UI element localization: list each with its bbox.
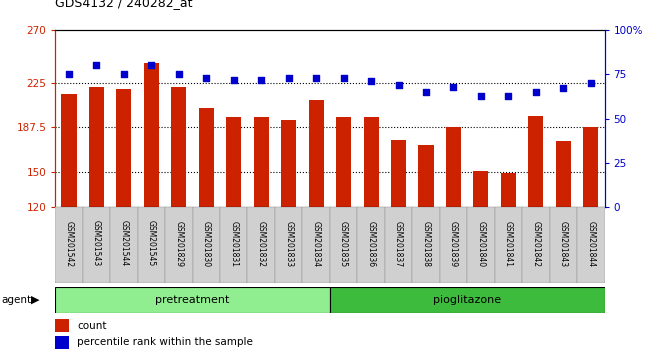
Bar <box>550 207 577 283</box>
Text: ▶: ▶ <box>31 295 40 305</box>
Bar <box>556 141 571 207</box>
Bar <box>116 89 131 207</box>
Bar <box>522 207 550 283</box>
Text: agent: agent <box>1 295 31 305</box>
Bar <box>577 207 605 283</box>
Bar <box>385 207 412 283</box>
Text: GSM201840: GSM201840 <box>476 221 486 267</box>
Point <box>448 84 459 90</box>
Bar <box>55 319 69 332</box>
Point <box>283 75 294 81</box>
Text: GSM201837: GSM201837 <box>394 221 403 267</box>
Text: GSM201843: GSM201843 <box>559 221 568 267</box>
Bar <box>439 207 467 283</box>
Text: GSM201545: GSM201545 <box>147 221 156 267</box>
Bar <box>473 171 488 207</box>
Bar <box>336 118 351 207</box>
Point <box>256 77 266 82</box>
Bar <box>501 173 516 207</box>
Text: GDS4132 / 240282_at: GDS4132 / 240282_at <box>55 0 193 9</box>
Text: GSM201834: GSM201834 <box>311 221 320 267</box>
Bar <box>172 87 187 207</box>
Bar <box>220 207 248 283</box>
Bar <box>583 127 598 207</box>
Point <box>586 80 596 86</box>
Bar <box>412 207 439 283</box>
Point <box>530 89 541 95</box>
Bar <box>83 207 110 283</box>
Bar <box>419 144 434 207</box>
Text: GSM201838: GSM201838 <box>421 221 430 267</box>
Bar <box>55 336 69 349</box>
Bar <box>144 63 159 207</box>
Bar <box>275 207 302 283</box>
Bar <box>111 207 138 283</box>
Bar <box>55 207 83 283</box>
Text: GSM201844: GSM201844 <box>586 221 595 267</box>
Point <box>64 72 74 77</box>
Point <box>311 75 321 81</box>
Bar <box>309 100 324 207</box>
Text: count: count <box>77 321 107 331</box>
Bar <box>358 207 385 283</box>
Point <box>229 77 239 82</box>
Text: GSM201833: GSM201833 <box>284 221 293 267</box>
Point <box>174 72 184 77</box>
Bar <box>446 127 461 207</box>
Point <box>558 86 569 91</box>
Bar <box>495 207 522 283</box>
Point <box>119 72 129 77</box>
Point <box>421 89 431 95</box>
Text: GSM201544: GSM201544 <box>120 221 129 267</box>
Bar <box>391 140 406 207</box>
Text: GSM201835: GSM201835 <box>339 221 348 267</box>
Point <box>91 63 101 68</box>
Text: pioglitazone: pioglitazone <box>433 295 501 305</box>
Bar <box>248 207 275 283</box>
Bar <box>528 116 543 207</box>
Point <box>339 75 349 81</box>
Bar <box>363 118 378 207</box>
Bar <box>55 287 330 313</box>
Text: GSM201832: GSM201832 <box>257 221 266 267</box>
Bar <box>62 94 77 207</box>
Bar <box>254 118 268 207</box>
Point <box>476 93 486 98</box>
Bar <box>89 87 104 207</box>
Bar <box>199 108 214 207</box>
Point <box>201 75 211 81</box>
Bar <box>302 207 330 283</box>
Point <box>503 93 514 98</box>
Text: GSM201542: GSM201542 <box>64 221 73 267</box>
Text: GSM201841: GSM201841 <box>504 221 513 267</box>
Point <box>146 63 157 68</box>
Bar <box>467 207 495 283</box>
Text: pretreatment: pretreatment <box>155 295 229 305</box>
Text: GSM201839: GSM201839 <box>449 221 458 267</box>
Bar <box>138 207 165 283</box>
Text: GSM201836: GSM201836 <box>367 221 376 267</box>
Bar <box>192 207 220 283</box>
Text: percentile rank within the sample: percentile rank within the sample <box>77 337 253 347</box>
Text: GSM201842: GSM201842 <box>531 221 540 267</box>
Bar <box>165 207 192 283</box>
Point <box>393 82 404 88</box>
Text: GSM201543: GSM201543 <box>92 221 101 267</box>
Text: GSM201830: GSM201830 <box>202 221 211 267</box>
Bar <box>330 287 604 313</box>
Text: GSM201829: GSM201829 <box>174 221 183 267</box>
Text: GSM201831: GSM201831 <box>229 221 239 267</box>
Bar <box>281 120 296 207</box>
Bar <box>226 118 241 207</box>
Point <box>366 79 376 84</box>
Bar <box>330 207 358 283</box>
